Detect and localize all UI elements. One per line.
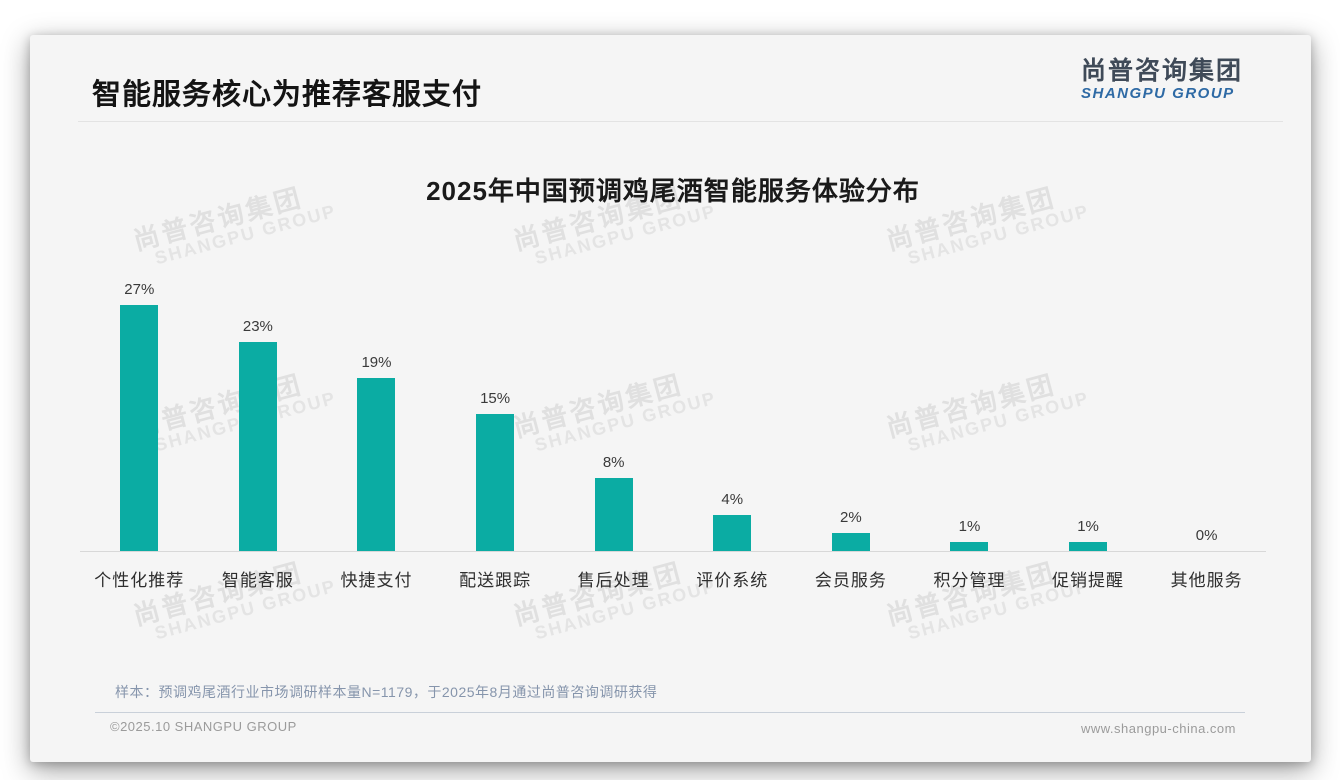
category-label: 评价系统 <box>696 571 769 590</box>
chart-title: 2025年中国预调鸡尾酒智能服务体验分布 <box>426 176 920 206</box>
bar-column: 0% <box>1147 185 1266 551</box>
bar <box>594 478 633 551</box>
bar-column: 15% <box>436 185 555 551</box>
page-title: 智能服务核心为推荐客服支付 <box>92 79 483 111</box>
category-label: 售后处理 <box>577 571 650 590</box>
category-label: 会员服务 <box>814 571 887 590</box>
sample-footnote: 样本：预调鸡尾酒行业市场调研样本量N=1179，于2025年8月通过尚普咨询调研… <box>115 684 658 700</box>
bar <box>831 533 870 551</box>
bar-value-label: 4% <box>721 491 744 508</box>
category-label: 快捷支付 <box>340 571 413 590</box>
category-label: 其他服务 <box>1170 571 1243 590</box>
logo-chinese-text: 尚普咨询集团 <box>1080 57 1243 85</box>
footer-divider <box>95 712 1245 713</box>
bar <box>357 378 396 551</box>
bar-value-label: 15% <box>480 390 511 407</box>
bar-value-label: 1% <box>958 518 981 535</box>
bar-column: 1% <box>910 185 1029 551</box>
bar-value-label: 27% <box>124 281 155 298</box>
bar-column: 19% <box>317 185 436 551</box>
category-label: 促销提醒 <box>1052 571 1125 590</box>
bar <box>950 542 989 551</box>
x-axis-line <box>80 551 1266 552</box>
category-label: 配送跟踪 <box>459 571 532 590</box>
slide: 尚普咨询集团 SHANGPU GROUP 尚普咨询集团 SHANGPU GROUP 尚普… <box>30 35 1311 762</box>
bar <box>713 515 752 551</box>
bar-column: 1% <box>1029 185 1148 551</box>
bar <box>476 414 515 551</box>
bar-column: 23% <box>199 185 318 551</box>
logo-english-text: SHANGPU GROUP <box>1080 84 1235 102</box>
bar-value-label: 19% <box>361 354 392 371</box>
bar-column: 8% <box>554 185 673 551</box>
bar-value-label: 0% <box>1195 527 1218 544</box>
bar-column: 4% <box>673 185 792 551</box>
bar-value-label: 23% <box>242 318 273 335</box>
website-url: www.shangpu-china.com <box>1080 721 1236 736</box>
bar-column: 2% <box>792 185 911 551</box>
bar <box>1069 542 1108 551</box>
x-axis-labels: 个性化推荐 智能客服 快捷支付 配送跟踪 售后处理 评价系统 会员服务 积分管理 促销提醒 其他服… <box>80 566 1266 591</box>
bar-chart-plot-area: 27% 23% 19% 15% 8% 4% 2% 1% 1% 0% <box>80 185 1266 551</box>
bar-value-label: 8% <box>602 454 625 471</box>
company-logo: 尚普咨询集团 SHANGPU GROUP <box>1081 57 1243 102</box>
bar <box>238 342 277 551</box>
slide-content: 智能服务核心为推荐客服支付 尚普咨询集团 SHANGPU GROUP 2025年… <box>30 35 1311 762</box>
category-label: 积分管理 <box>933 571 1006 590</box>
category-label: 智能客服 <box>221 571 294 590</box>
bar <box>120 305 159 551</box>
category-label: 个性化推荐 <box>94 571 185 590</box>
header-divider <box>78 121 1283 122</box>
bar-value-label: 1% <box>1077 518 1099 535</box>
bar-column: 27% <box>80 185 199 551</box>
bar-value-label: 2% <box>840 509 862 526</box>
copyright-text: ©2025.10 SHANGPU GROUP <box>110 719 297 734</box>
